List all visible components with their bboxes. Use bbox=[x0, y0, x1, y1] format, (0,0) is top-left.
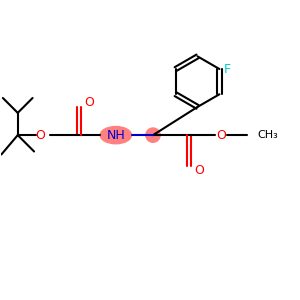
Ellipse shape bbox=[100, 127, 131, 144]
Text: F: F bbox=[224, 62, 231, 76]
Text: O: O bbox=[84, 96, 94, 109]
Ellipse shape bbox=[146, 128, 160, 142]
Text: O: O bbox=[194, 164, 204, 177]
Text: NH: NH bbox=[106, 129, 125, 142]
Text: CH₃: CH₃ bbox=[257, 130, 278, 140]
Text: O: O bbox=[35, 129, 45, 142]
Text: O: O bbox=[216, 129, 226, 142]
